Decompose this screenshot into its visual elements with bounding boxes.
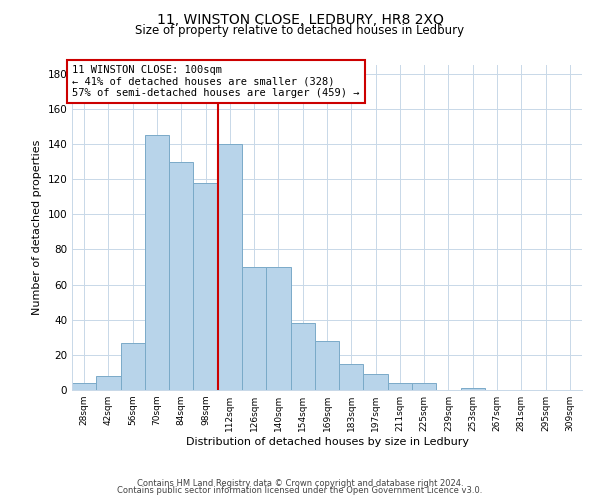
Bar	[72, 383, 96, 390]
Y-axis label: Number of detached properties: Number of detached properties	[32, 140, 42, 315]
Bar	[290, 323, 315, 390]
Bar	[121, 342, 145, 390]
Bar	[266, 267, 290, 390]
Bar	[339, 364, 364, 390]
Bar	[315, 341, 339, 390]
Text: Contains HM Land Registry data © Crown copyright and database right 2024.: Contains HM Land Registry data © Crown c…	[137, 478, 463, 488]
Bar	[193, 182, 218, 390]
X-axis label: Distribution of detached houses by size in Ledbury: Distribution of detached houses by size …	[185, 437, 469, 447]
Bar	[388, 383, 412, 390]
Bar	[412, 383, 436, 390]
Text: 11, WINSTON CLOSE, LEDBURY, HR8 2XQ: 11, WINSTON CLOSE, LEDBURY, HR8 2XQ	[157, 12, 443, 26]
Bar	[242, 267, 266, 390]
Text: Size of property relative to detached houses in Ledbury: Size of property relative to detached ho…	[136, 24, 464, 37]
Bar	[96, 376, 121, 390]
Bar	[145, 136, 169, 390]
Bar	[169, 162, 193, 390]
Text: 11 WINSTON CLOSE: 100sqm
← 41% of detached houses are smaller (328)
57% of semi-: 11 WINSTON CLOSE: 100sqm ← 41% of detach…	[72, 65, 359, 98]
Bar	[218, 144, 242, 390]
Bar	[461, 388, 485, 390]
Bar	[364, 374, 388, 390]
Text: Contains public sector information licensed under the Open Government Licence v3: Contains public sector information licen…	[118, 486, 482, 495]
